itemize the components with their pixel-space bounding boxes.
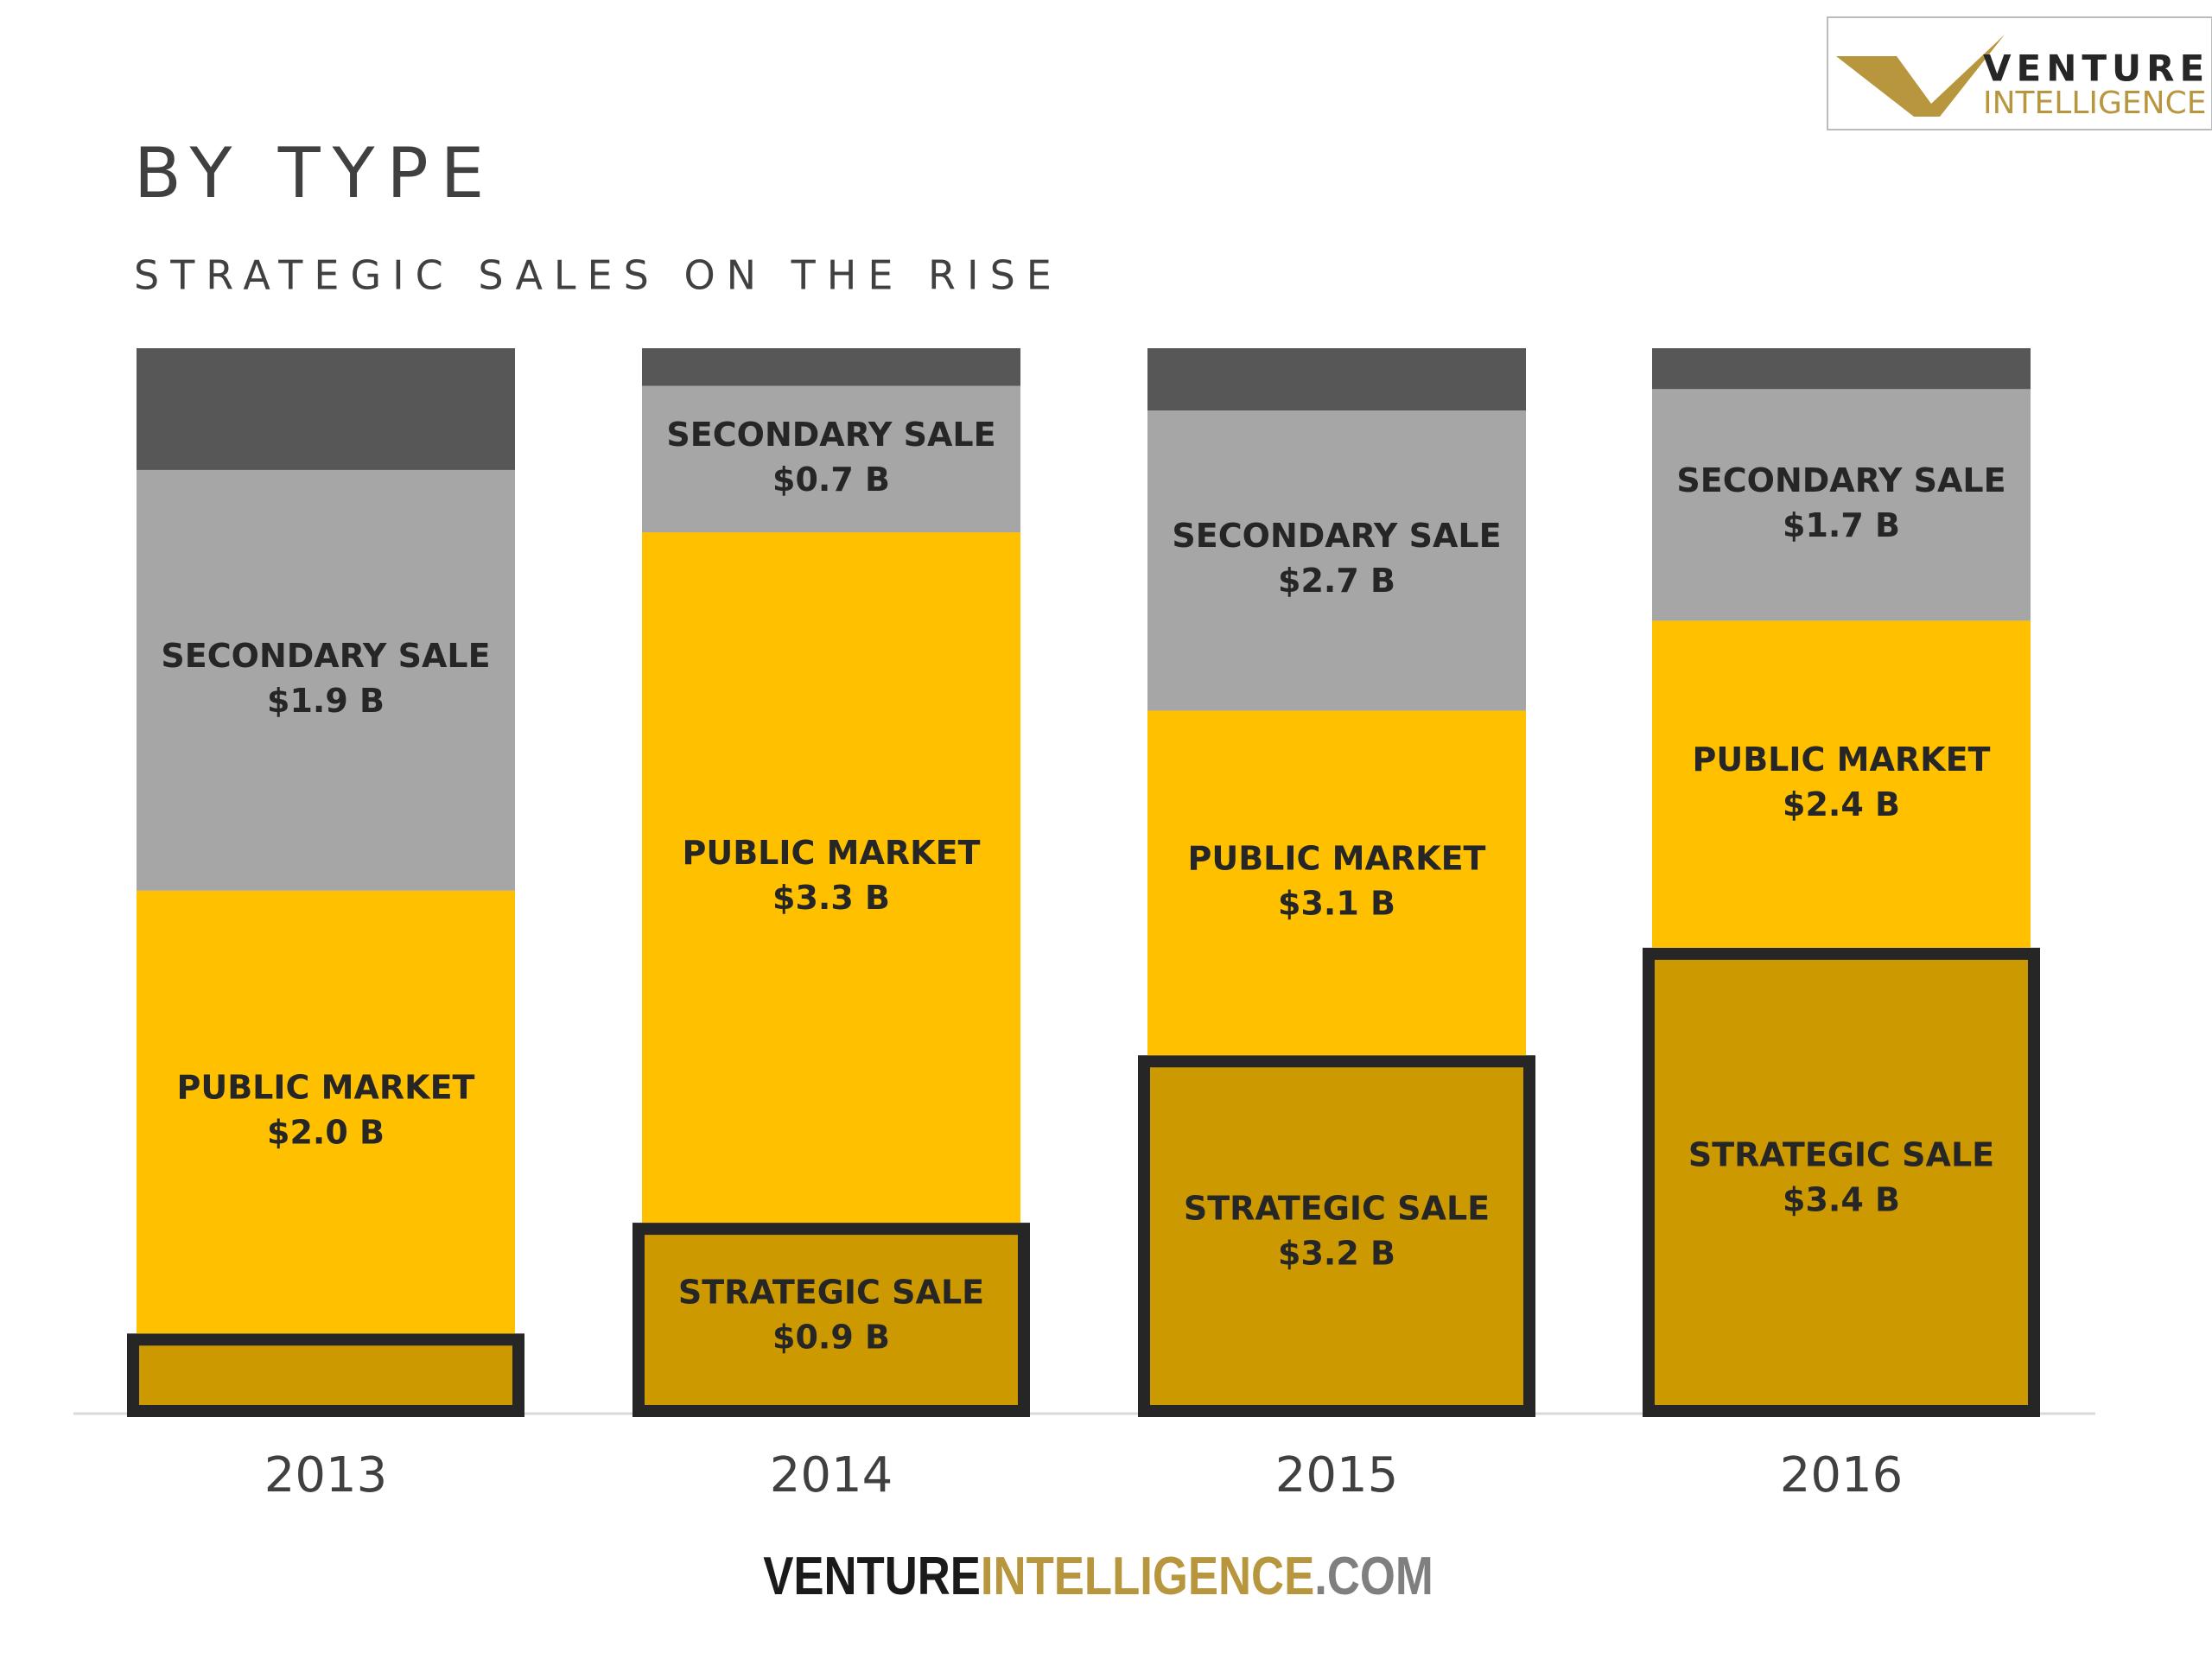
bar-segment	[1138, 1055, 1535, 1418]
segment-name: STRATEGIC SALE	[678, 1274, 984, 1312]
value-label: $2.7 B	[1278, 562, 1395, 600]
bar-segment	[1147, 348, 1526, 411]
segment-name: SECONDARY SALE	[161, 637, 490, 675]
logo-line2: INTELLIGENCE	[1983, 86, 2206, 121]
footer-part: .COM	[1314, 1547, 1433, 1606]
bar-segment	[137, 348, 515, 470]
segment-name: SECONDARY SALE	[1676, 461, 2005, 499]
value-label: $0.7 B	[772, 461, 890, 499]
x-tick-label: 2015	[1275, 1447, 1399, 1503]
segment-name: STRATEGIC SALE	[1184, 1190, 1490, 1228]
bar-segment	[1652, 348, 2031, 390]
bar-segment	[127, 1333, 524, 1417]
value-label: $3.2 B	[1278, 1235, 1395, 1273]
segment-name: PUBLIC MARKET	[1188, 839, 1486, 877]
segment-name: SECONDARY SALE	[666, 416, 995, 454]
x-tick-label: 2013	[264, 1447, 388, 1503]
segment-name: STRATEGIC SALE	[1688, 1135, 1994, 1173]
value-label: $3.4 B	[1783, 1180, 1900, 1218]
segment-name: PUBLIC MARKET	[1693, 741, 1991, 779]
value-label: $1.9 B	[267, 682, 385, 720]
bar-segment	[1147, 410, 1526, 711]
logo-mark	[1836, 35, 2005, 117]
bar-segment	[1652, 389, 2031, 621]
bar-segment	[1652, 620, 2031, 948]
value-label: $2.0 B	[267, 1114, 385, 1152]
chart-subtitle: STRATEGIC SALES ON THE RISE	[134, 252, 1063, 299]
value-label: $2.4 B	[1783, 785, 1900, 823]
segment-name: PUBLIC MARKET	[683, 834, 981, 872]
bar-segment	[642, 348, 1020, 386]
bar-segment	[642, 385, 1020, 533]
value-label: $3.3 B	[772, 879, 890, 917]
segment-name: SECONDARY SALE	[1172, 517, 1501, 555]
value-label: $0.9 B	[772, 1319, 890, 1357]
bar-segment	[1147, 710, 1526, 1056]
footer: VENTUREINTELLIGENCE.COM	[763, 1547, 1433, 1606]
footer-part: VENTURE	[763, 1547, 981, 1606]
bar-segment	[137, 890, 515, 1334]
value-label: $1.7 B	[1783, 506, 1900, 544]
bar-segment	[1643, 947, 2040, 1418]
logo-line1: VENTURE	[1983, 48, 2209, 90]
x-tick-label: 2014	[770, 1447, 893, 1503]
chart-title: BY TYPE	[134, 133, 496, 213]
bar-segment	[137, 469, 515, 891]
footer-part: INTELLIGENCE	[981, 1547, 1314, 1606]
x-tick-label: 2016	[1780, 1447, 1904, 1503]
bar-segment	[642, 532, 1020, 1224]
value-label: $3.1 B	[1278, 884, 1395, 922]
bar-segment	[632, 1223, 1030, 1418]
segment-name: PUBLIC MARKET	[177, 1069, 475, 1107]
